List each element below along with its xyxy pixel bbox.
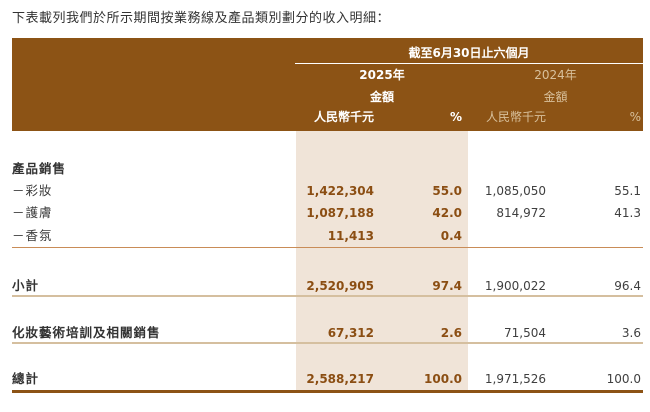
divider-subtotal (12, 295, 643, 297)
row-label: 小計 (12, 278, 40, 293)
row-skincare: －護膚 1,087,188 42.0 814,972 41.3 (12, 205, 643, 221)
amount-2025-cell: 2,520,905 (306, 279, 374, 293)
percent-2025-cell: 55.0 (432, 184, 462, 198)
amount-2024-cell: 814,972 (496, 206, 546, 220)
percent-2025-cell: 42.0 (432, 206, 462, 220)
unit-rmb-2024: 人民幣千元 (485, 110, 546, 124)
row-label: －彩妝 (12, 183, 53, 198)
percent-2024-cell: 55.1 (614, 184, 641, 198)
divider-products (12, 247, 643, 248)
period-header: 截至6月30日止六個月 (408, 46, 530, 60)
divider-total (12, 390, 643, 393)
row-total: 總計 2,588,217 100.0 1,971,526 100.0 (12, 371, 643, 387)
row-training: 化妝藝術培訓及相關銷售 67,312 2.6 71,504 3.6 (12, 325, 643, 341)
row-label: －香氛 (12, 228, 53, 243)
row-label: 化妝藝術培訓及相關銷售 (12, 325, 161, 340)
percent-2024-cell: 3.6 (621, 326, 641, 340)
percent-2024-cell (552, 228, 643, 244)
percent-sign-2025: % (449, 110, 462, 124)
row-subtotal: 小計 2,520,905 97.4 1,900,022 96.4 (12, 278, 643, 294)
percent-sign-2024: % (629, 110, 641, 124)
row-label: 總計 (12, 371, 40, 386)
percent-2024-cell: 96.4 (614, 279, 641, 293)
amount-2025-cell: 1,087,188 (306, 206, 374, 220)
period-divider (295, 63, 643, 64)
row-fragrance: －香氛 11,413 0.4 (12, 228, 643, 244)
amount-2024-cell (468, 228, 552, 244)
table-header-bar: 截至6月30日止六個月 2025年 2024年 金額 金額 人民幣千元 % 人民… (12, 38, 643, 131)
row-label: －護膚 (12, 205, 53, 220)
percent-2024-cell: 41.3 (614, 206, 641, 220)
year-2025-header: 2025年 (359, 68, 405, 82)
percent-2025-cell: 2.6 (440, 326, 462, 340)
amount-2025-cell: 67,312 (327, 326, 374, 340)
percent-2025-cell: 97.4 (432, 279, 462, 293)
units-spacer (12, 109, 296, 125)
section-row-product-sales: 產品銷售 (12, 161, 643, 177)
divider-training (12, 342, 643, 344)
amount-2025-cell: 11,413 (327, 229, 374, 243)
amount-2025-cell: 2,588,217 (306, 372, 374, 386)
percent-2025-cell: 0.4 (440, 229, 462, 243)
table-caption: 下表載列我們於所示期間按業務線及產品類別劃分的收入明細： (12, 11, 391, 26)
units-header-row: 人民幣千元 % 人民幣千元 % (12, 109, 643, 125)
year-2024-header: 2024年 (534, 68, 577, 82)
section-title: 產品銷售 (12, 161, 67, 176)
amount-2024-cell: 71,504 (504, 326, 546, 340)
amount-2025-cell: 1,422,304 (306, 184, 374, 198)
highlight-column-2025 (296, 131, 468, 393)
percent-2024-cell: 100.0 (606, 372, 641, 386)
amount-label-2024: 金額 (543, 90, 568, 104)
amount-2024-cell: 1,971,526 (484, 372, 546, 386)
amount-2024-cell: 1,085,050 (484, 184, 546, 198)
unit-rmb-2025: 人民幣千元 (313, 110, 374, 124)
percent-2025-cell: 100.0 (424, 372, 462, 386)
amount-label-2025: 金額 (369, 90, 394, 104)
row-makeup: －彩妝 1,422,304 55.0 1,085,050 55.1 (12, 183, 643, 199)
amount-2024-cell: 1,900,022 (484, 279, 546, 293)
